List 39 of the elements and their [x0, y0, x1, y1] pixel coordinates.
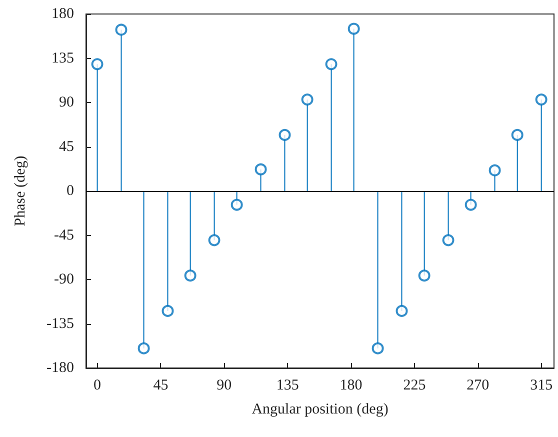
x-tick-label: 135: [276, 378, 299, 394]
point: [208, 234, 220, 246]
y-tick-label: 90: [59, 94, 74, 110]
point: [91, 58, 104, 70]
point: [184, 270, 196, 282]
point: [230, 198, 243, 211]
point: [115, 24, 128, 36]
point: [325, 58, 338, 70]
x-tick-label: 0: [94, 378, 102, 394]
point: [254, 163, 267, 176]
x-tick-label: 225: [403, 378, 426, 394]
point: [348, 22, 360, 35]
y-tick-label: 180: [52, 6, 74, 22]
point: [488, 164, 501, 176]
point: [138, 342, 150, 354]
point: [418, 270, 430, 282]
y-tick-label: 45: [59, 138, 74, 155]
point: [511, 128, 524, 141]
point: [396, 304, 408, 317]
y-tick-label: 0: [66, 183, 74, 199]
y-tick-label: -180: [46, 360, 74, 376]
y-tick-label: -45: [54, 227, 74, 244]
y-tick-label: 135: [52, 50, 74, 66]
point: [535, 94, 548, 106]
y-axis-title: Phase (deg): [12, 156, 28, 226]
point: [464, 198, 477, 211]
x-tick-label: 270: [466, 378, 490, 394]
point: [372, 342, 384, 354]
y-tick-label: -90: [54, 272, 74, 288]
y-tick-label: -135: [46, 316, 74, 332]
point: [301, 94, 314, 106]
x-tick-label: 315: [530, 378, 553, 394]
x-tick-label: 180: [340, 378, 362, 394]
x-tick-label: 45: [153, 378, 168, 394]
x-tick-label: 90: [216, 378, 232, 394]
point: [162, 304, 174, 317]
x-axis-title: Angular position (deg): [252, 402, 388, 418]
point: [442, 234, 454, 246]
point: [278, 128, 291, 141]
